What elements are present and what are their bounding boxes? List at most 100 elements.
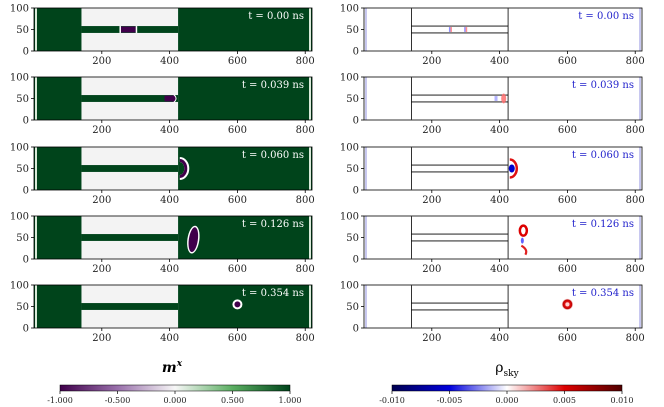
y-tick-label: 100 — [340, 281, 359, 292]
x-tick-label: 600 — [228, 125, 247, 136]
y-tick-label: 50 — [346, 94, 359, 105]
y-tick-label: 100 — [340, 212, 359, 223]
x-tick-label: 600 — [228, 264, 247, 275]
rho-edge-right — [639, 77, 641, 120]
rho-background — [364, 216, 642, 259]
y-tick-label: 100 — [10, 281, 29, 292]
rho-edge-right — [639, 147, 641, 190]
channel-outline — [411, 77, 509, 120]
time-label: t = 0.126 ns — [572, 219, 634, 230]
rho-edge-left — [365, 77, 367, 120]
x-tick-label: 600 — [228, 56, 247, 67]
rho-edge-left — [365, 147, 367, 190]
colorbar-tick-label: 0.000 — [496, 396, 519, 405]
rho-panel-2: t = 0.060 ns 200 400 600 800 0 50 100 — [340, 143, 645, 207]
charge-core — [565, 302, 570, 307]
x-tick-label: 600 — [558, 56, 577, 67]
charge-red-arc — [509, 158, 519, 179]
rho-edge-right — [639, 8, 641, 51]
y-tick-label: 50 — [16, 164, 29, 175]
mx-edge-right — [309, 285, 311, 328]
time-label: t = 0.354 ns — [572, 288, 634, 299]
charge-blue-core — [508, 164, 515, 173]
x-tick-label: 800 — [296, 333, 315, 344]
x-tick-label: 600 — [558, 125, 577, 136]
x-tick-label: 400 — [160, 264, 179, 275]
x-tick-label: 800 — [626, 125, 645, 136]
x-tick-label: 600 — [558, 195, 577, 206]
mx-edge-right — [309, 8, 311, 51]
time-label: t = 0.126 ns — [242, 219, 304, 230]
channel-outline — [411, 8, 509, 51]
charge-red — [450, 27, 452, 32]
mx-edge-left — [35, 147, 37, 190]
charge-blue — [520, 237, 524, 244]
y-tick-label: 100 — [340, 73, 359, 84]
time-label: t = 0.039 ns — [242, 80, 304, 91]
x-tick-label: 800 — [296, 195, 315, 206]
y-tick-label: 0 — [353, 324, 359, 335]
mx-channel — [81, 303, 179, 310]
colorbar-tick-label: -1.000 — [47, 396, 73, 405]
y-tick-label: 0 — [23, 324, 29, 335]
colorbar-tick-label: 0.010 — [611, 396, 634, 405]
x-tick-label: 400 — [160, 195, 179, 206]
x-tick-label: 800 — [296, 264, 315, 275]
x-tick-label: 600 — [228, 195, 247, 206]
mx-panel-2: t = 0.060 ns 200 400 600 800 0 50 100 — [10, 143, 315, 207]
time-label: t = 0.354 ns — [242, 288, 304, 299]
x-tick-label: 600 — [558, 333, 577, 344]
y-tick-label: 50 — [346, 164, 359, 175]
x-tick-label: 400 — [490, 195, 509, 206]
y-tick-label: 50 — [346, 233, 359, 244]
y-tick-label: 0 — [353, 255, 359, 266]
rho-panel-3: t = 0.126 ns 200 400 600 800 0 50 100 — [340, 212, 645, 276]
mx-edge-right — [309, 77, 311, 120]
mx-edge-left — [35, 285, 37, 328]
colorbar-left-title: mx — [162, 359, 183, 376]
x-tick-label: 400 — [490, 264, 509, 275]
x-tick-label: 200 — [92, 125, 111, 136]
charge-red — [501, 93, 507, 104]
channel-outline — [411, 216, 509, 259]
y-tick-label: 0 — [353, 116, 359, 127]
x-tick-label: 200 — [422, 125, 441, 136]
mx-edge-left — [35, 8, 37, 51]
time-label: t = 0.039 ns — [572, 80, 634, 91]
y-tick-label: 0 — [353, 186, 359, 197]
mx-channel — [81, 165, 179, 172]
colorbar-left-ticks: -1.000 -0.500 0.000 0.500 1.000 — [47, 391, 301, 405]
time-label: t = 0.060 ns — [242, 150, 304, 161]
y-tick-label: 50 — [16, 25, 29, 36]
x-tick-label: 800 — [626, 195, 645, 206]
charge-red-top — [518, 224, 529, 237]
x-tick-label: 600 — [558, 264, 577, 275]
mx-edge-left — [35, 216, 37, 259]
charge-blue — [448, 27, 451, 32]
x-tick-label: 200 — [422, 333, 441, 344]
mx-edge-right — [309, 216, 311, 259]
y-tick-label: 0 — [23, 186, 29, 197]
mx-channel — [81, 95, 179, 102]
colorbar-right — [391, 384, 623, 392]
y-tick-label: 50 — [16, 233, 29, 244]
charge-blue — [464, 27, 466, 32]
x-tick-label: 200 — [92, 264, 111, 275]
colorbar-tick-label: 1.000 — [279, 396, 302, 405]
mx-panel-4: t = 0.354 ns 200 400 600 800 0 50 100 — [10, 281, 315, 345]
y-tick-label: 0 — [353, 47, 359, 58]
x-tick-label: 200 — [92, 56, 111, 67]
rho-edge-left — [365, 285, 367, 328]
y-tick-label: 50 — [346, 302, 359, 313]
mx-channel — [81, 234, 179, 241]
skyrmion-wall — [119, 26, 121, 33]
x-tick-label: 400 — [490, 56, 509, 67]
skyrmion — [179, 159, 188, 178]
x-tick-label: 800 — [296, 125, 315, 136]
colorbar-right-title: ρsky — [495, 360, 519, 379]
x-tick-label: 800 — [296, 56, 315, 67]
y-tick-label: 100 — [340, 143, 359, 154]
skyrmion — [234, 301, 241, 308]
